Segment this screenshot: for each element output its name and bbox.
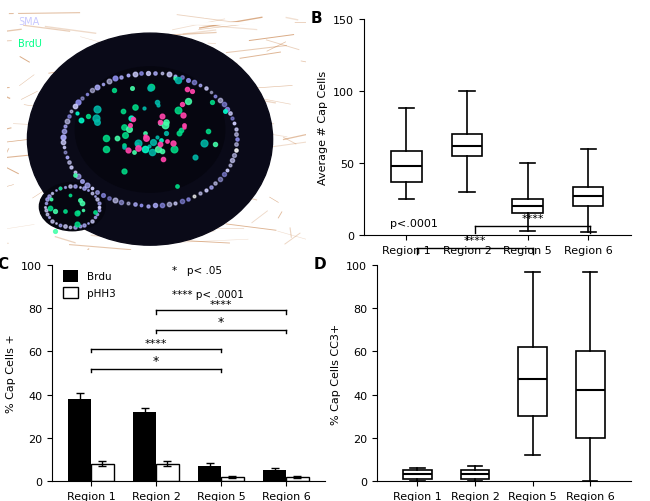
Bar [286, 476, 309, 481]
Text: 100 um: 100 um [203, 11, 235, 20]
Text: *: * [218, 316, 224, 329]
Bar [68, 399, 91, 481]
Text: ****: **** [210, 299, 232, 309]
PathPatch shape [452, 135, 482, 156]
PathPatch shape [576, 352, 604, 438]
Bar [198, 466, 221, 481]
PathPatch shape [518, 347, 547, 416]
Bar [221, 476, 244, 481]
Text: ****: **** [521, 213, 544, 223]
Bar [156, 464, 179, 481]
PathPatch shape [512, 199, 543, 214]
Text: A: A [10, 13, 21, 28]
PathPatch shape [403, 470, 432, 479]
PathPatch shape [461, 470, 489, 479]
Legend: Brdu, pHH3: Brdu, pHH3 [62, 271, 116, 299]
Y-axis label: Average # Cap Cells: Average # Cap Cells [318, 71, 328, 185]
Text: p<.0001: p<.0001 [390, 218, 437, 228]
Text: ****: **** [145, 338, 167, 348]
Text: C: C [0, 257, 8, 272]
Text: D: D [313, 257, 326, 272]
Y-axis label: % Cap Cells +: % Cap Cells + [6, 334, 16, 412]
Ellipse shape [27, 34, 272, 245]
Text: SMA: SMA [18, 17, 40, 27]
Ellipse shape [40, 183, 105, 231]
Ellipse shape [75, 68, 225, 193]
PathPatch shape [391, 152, 422, 182]
PathPatch shape [573, 188, 603, 207]
Text: *   p< .05: * p< .05 [172, 266, 222, 276]
Text: BrdU: BrdU [18, 39, 42, 49]
Bar [133, 412, 156, 481]
Text: ****: **** [463, 235, 486, 245]
Bar [263, 470, 286, 481]
Text: B: B [311, 12, 322, 27]
Y-axis label: % Cap Cells CC3+: % Cap Cells CC3+ [331, 323, 341, 424]
Bar [91, 464, 114, 481]
Text: *: * [153, 354, 159, 367]
Text: **** p< .0001: **** p< .0001 [172, 289, 244, 299]
